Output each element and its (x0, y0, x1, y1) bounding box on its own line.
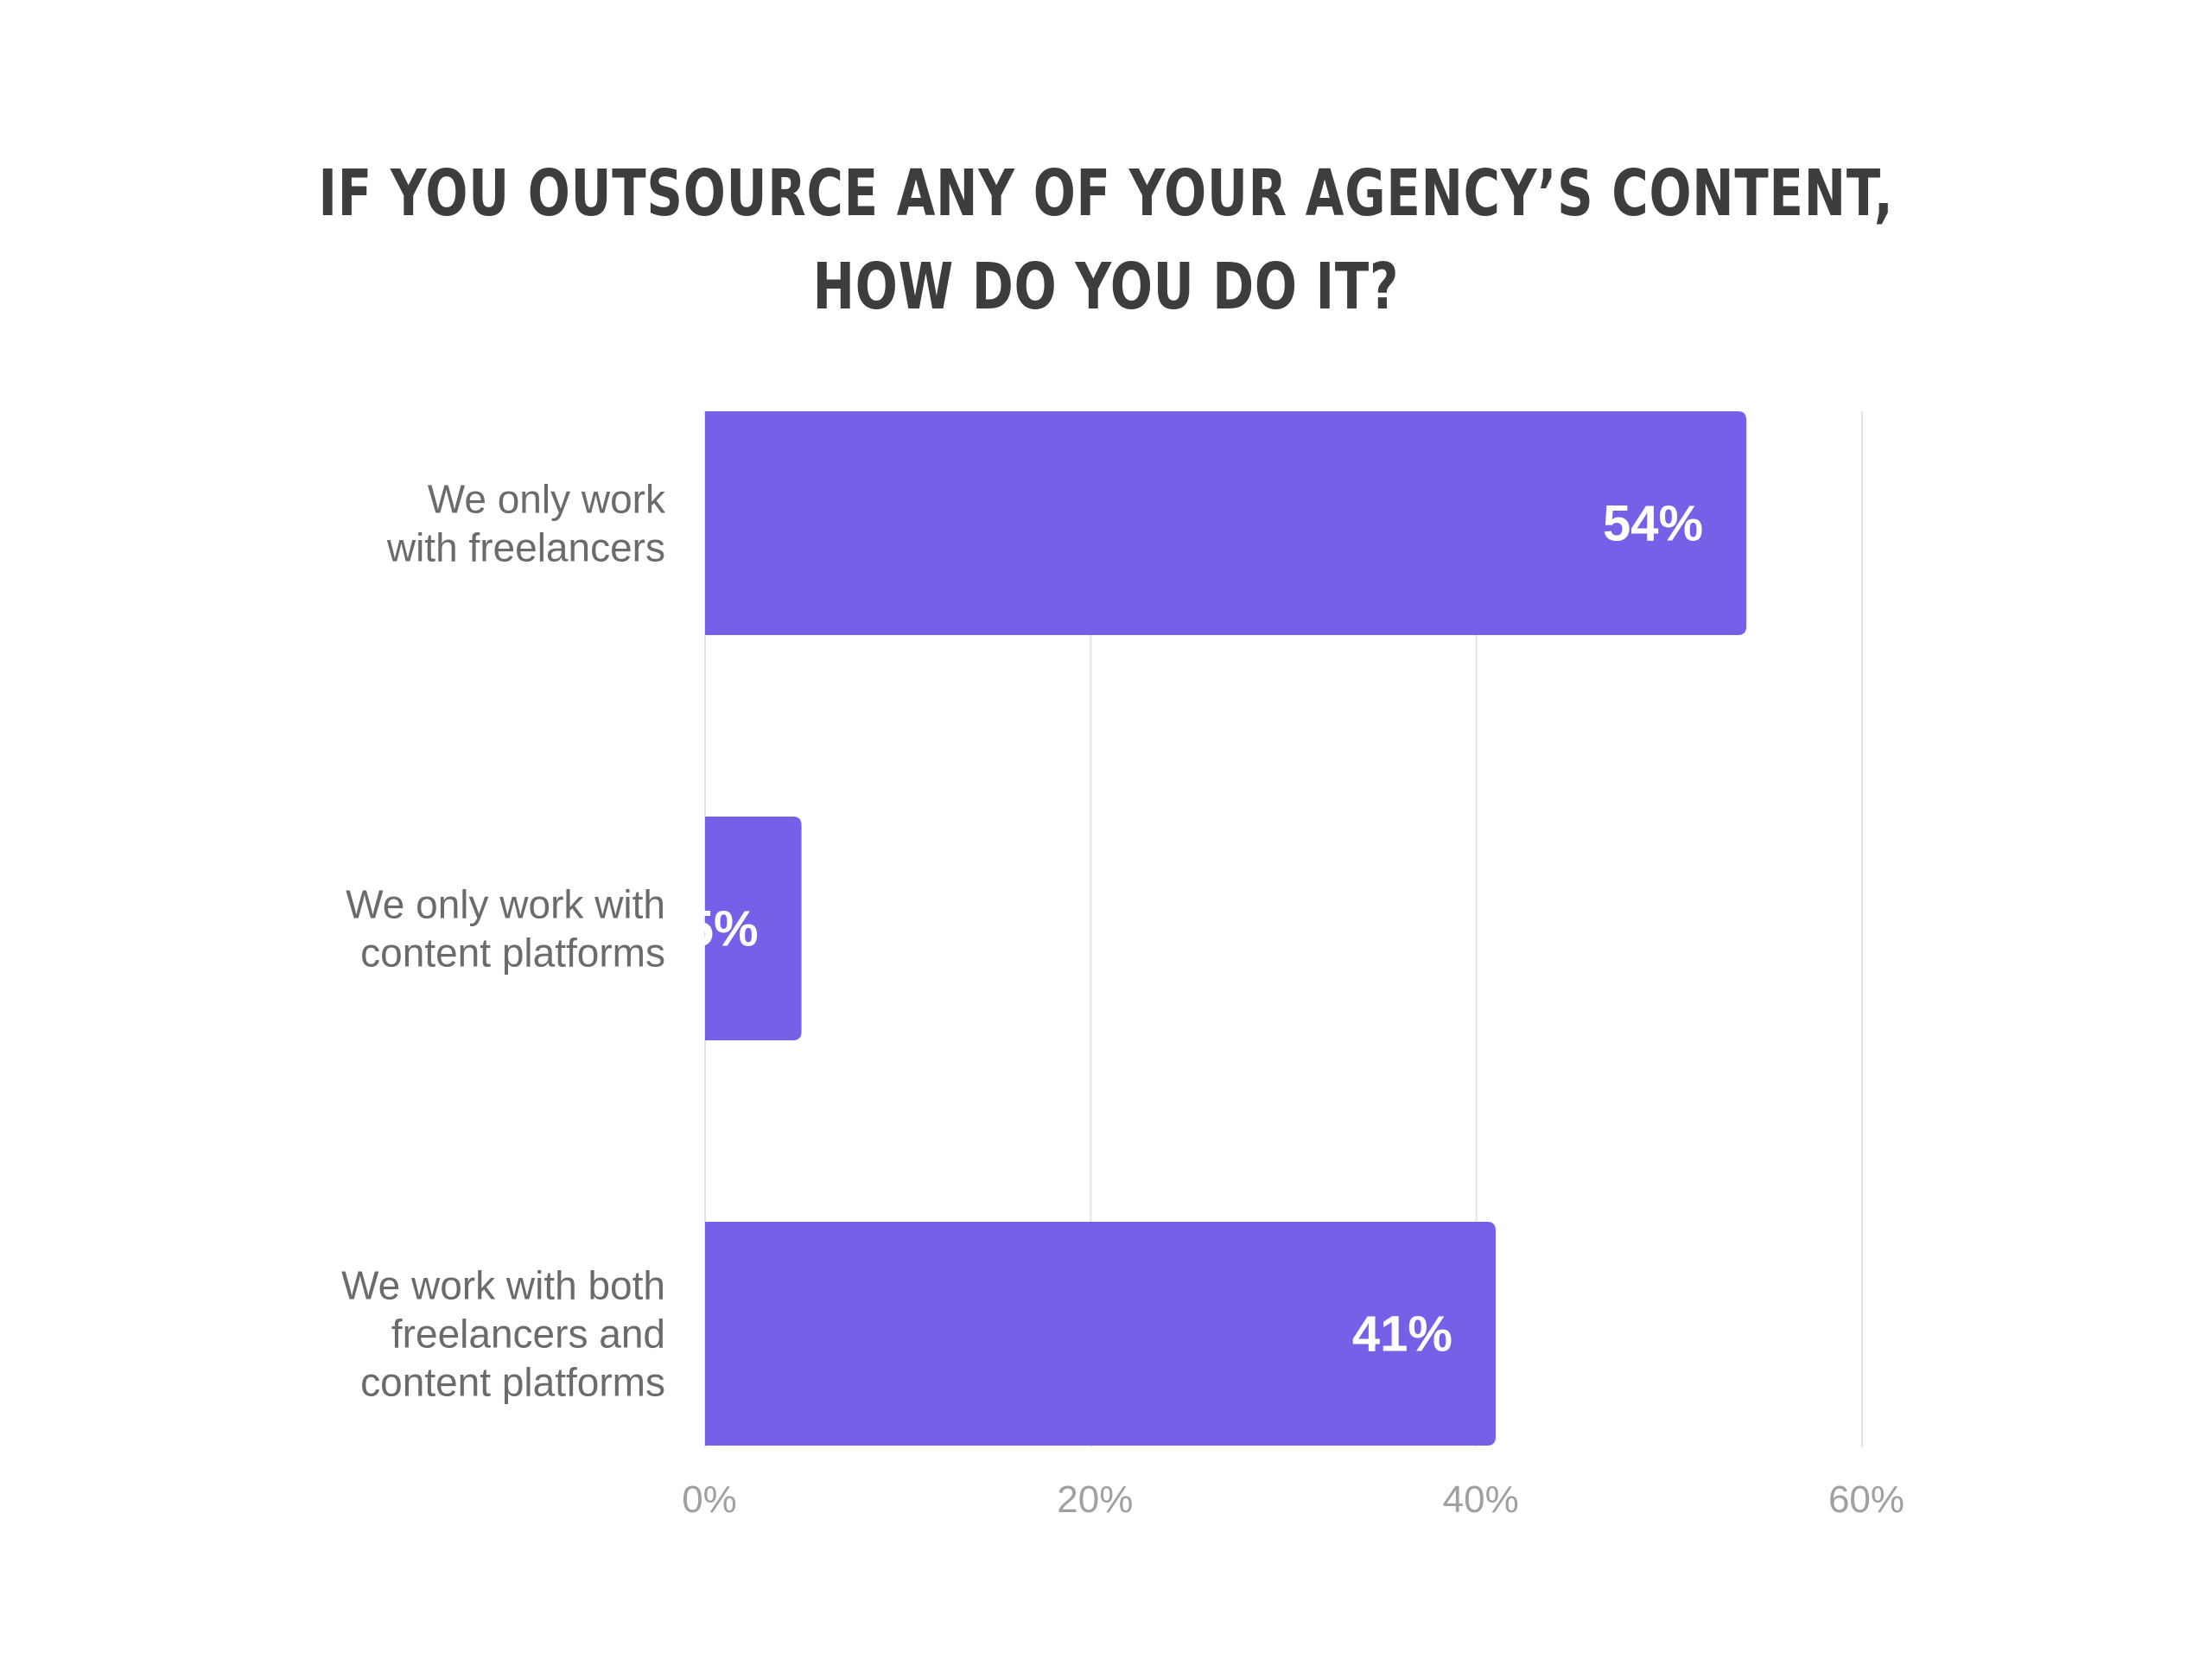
data-label-3: 41% (1352, 1306, 1452, 1363)
category-label-3-line-1: We work with both (341, 1263, 665, 1308)
x-tick-label-0: 0% (682, 1478, 737, 1521)
chart-title-line-1: IF YOU OUTSOURCE ANY OF YOUR AGENCY’S CO… (318, 156, 1894, 231)
x-tick-label-60: 60% (1828, 1478, 1904, 1521)
category-label-1-line-2: with freelancers (386, 525, 665, 570)
chart-title: IF YOU OUTSOURCE ANY OF YOUR AGENCY’S CO… (244, 147, 1969, 334)
category-label-3-line-2: freelancers and (391, 1312, 665, 1357)
data-label-2: 5% (686, 901, 759, 957)
category-label-1-line-1: We only work (428, 477, 666, 522)
x-tick-label-40: 40% (1443, 1478, 1519, 1521)
category-label-3-line-3: content platforms (360, 1360, 665, 1405)
bar-1 (705, 411, 1747, 635)
category-label-2-line-1: We only work with (346, 882, 665, 927)
data-label-1: 54% (1603, 496, 1703, 552)
category-label-2-line-2: content platforms (360, 931, 665, 976)
bar-3 (705, 1222, 1496, 1446)
chart-title-line-2: HOW DO YOU DO IT? (812, 250, 1400, 324)
x-tick-label-20: 20% (1057, 1478, 1133, 1521)
bar-2 (705, 817, 802, 1040)
